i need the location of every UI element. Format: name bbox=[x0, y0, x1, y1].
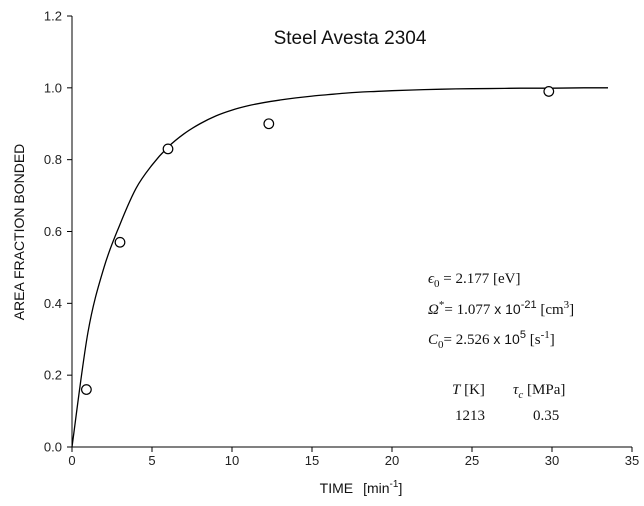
x-tick-label: 10 bbox=[225, 453, 239, 468]
y-axis-title: AREA FRACTION BONDED bbox=[11, 144, 27, 321]
omega-exp: -21 bbox=[521, 299, 537, 311]
c-value: = 2.526 bbox=[444, 332, 490, 348]
y-tick-label: 0.8 bbox=[44, 152, 62, 167]
fit-curve bbox=[71, 87, 609, 448]
x-axis-title: TIME [min-1] bbox=[320, 479, 403, 496]
omega-symbol: Ω bbox=[428, 302, 439, 318]
x-tick-label: 5 bbox=[148, 453, 155, 468]
data-point bbox=[162, 143, 174, 155]
t-symbol: T bbox=[452, 382, 462, 398]
tau-sub: c bbox=[518, 389, 523, 401]
tau-symbol: τ bbox=[513, 382, 519, 398]
c-symbol: C bbox=[428, 332, 439, 348]
data-points bbox=[80, 86, 555, 395]
omega-sup: * bbox=[439, 299, 445, 311]
chart-title: Steel Avesta 2304 bbox=[274, 28, 427, 49]
c-unit-close: ] bbox=[550, 332, 555, 348]
x-axis-title-unit: [min bbox=[363, 480, 389, 496]
y-tick-label: 0.0 bbox=[44, 440, 62, 455]
eps-sub: 0 bbox=[434, 278, 440, 290]
y-tick-label: 1.2 bbox=[44, 9, 62, 24]
tau-unit: [MPa] bbox=[523, 382, 565, 398]
data-point bbox=[543, 86, 555, 97]
c-sub: 0 bbox=[438, 339, 444, 351]
y-tick-label: 0.6 bbox=[44, 224, 62, 239]
x-ticks: 0 5 10 15 20 25 30 35 bbox=[68, 447, 639, 468]
omega-times: x 10 bbox=[490, 301, 521, 317]
omega-unit-close: ] bbox=[569, 302, 574, 318]
data-point bbox=[263, 118, 275, 130]
x-tick-label: 25 bbox=[465, 453, 479, 468]
x-tick-label: 35 bbox=[625, 453, 639, 468]
eps-line: ϵ0 = 2.177 [eV] bbox=[428, 271, 521, 290]
data-point bbox=[80, 384, 92, 395]
x-tick-label: 20 bbox=[385, 453, 399, 468]
x-axis-title-unit-exp: -1 bbox=[390, 479, 399, 490]
omega-value: = 1.077 bbox=[444, 302, 490, 318]
t-value: 1213 bbox=[455, 408, 485, 424]
x-axis-title-unit-close: ] bbox=[398, 480, 402, 496]
x-axis-title-text: TIME bbox=[320, 480, 353, 496]
x-tick-label: 30 bbox=[545, 453, 559, 468]
data-point bbox=[114, 236, 126, 248]
omega-unit: [cm bbox=[537, 302, 564, 318]
parameter-annotations: ϵ0 = 2.177 [eV] Ω*= 1.077 x 10-21 [cm3] … bbox=[428, 271, 574, 424]
c-line: C0= 2.526 x 105 [s-1] bbox=[428, 329, 555, 351]
y-tick-label: 0.2 bbox=[44, 368, 62, 383]
x-tick-label: 0 bbox=[68, 453, 75, 468]
tau-value: 0.35 bbox=[533, 408, 559, 424]
c-times: x 10 bbox=[489, 331, 520, 347]
tau-header: τc [MPa] bbox=[513, 382, 565, 401]
x-tick-label: 15 bbox=[305, 453, 319, 468]
omega-unit-exp: 3 bbox=[564, 299, 570, 311]
y-tick-label: 0.4 bbox=[44, 296, 62, 311]
omega-line: Ω*= 1.077 x 10-21 [cm3] bbox=[428, 299, 574, 318]
t-unit: [K] bbox=[460, 382, 485, 398]
eps-value: = 2.177 [eV] bbox=[440, 271, 521, 287]
y-ticks: 0.0 0.2 0.4 0.6 0.8 1.0 1.2 bbox=[44, 9, 72, 455]
eps-symbol: ϵ bbox=[428, 271, 435, 287]
c-exp: 5 bbox=[520, 329, 526, 341]
c-unit: [s bbox=[526, 332, 541, 348]
c-unit-exp: -1 bbox=[541, 329, 550, 341]
y-tick-label: 1.0 bbox=[44, 80, 62, 95]
t-header: T [K] bbox=[452, 382, 485, 398]
